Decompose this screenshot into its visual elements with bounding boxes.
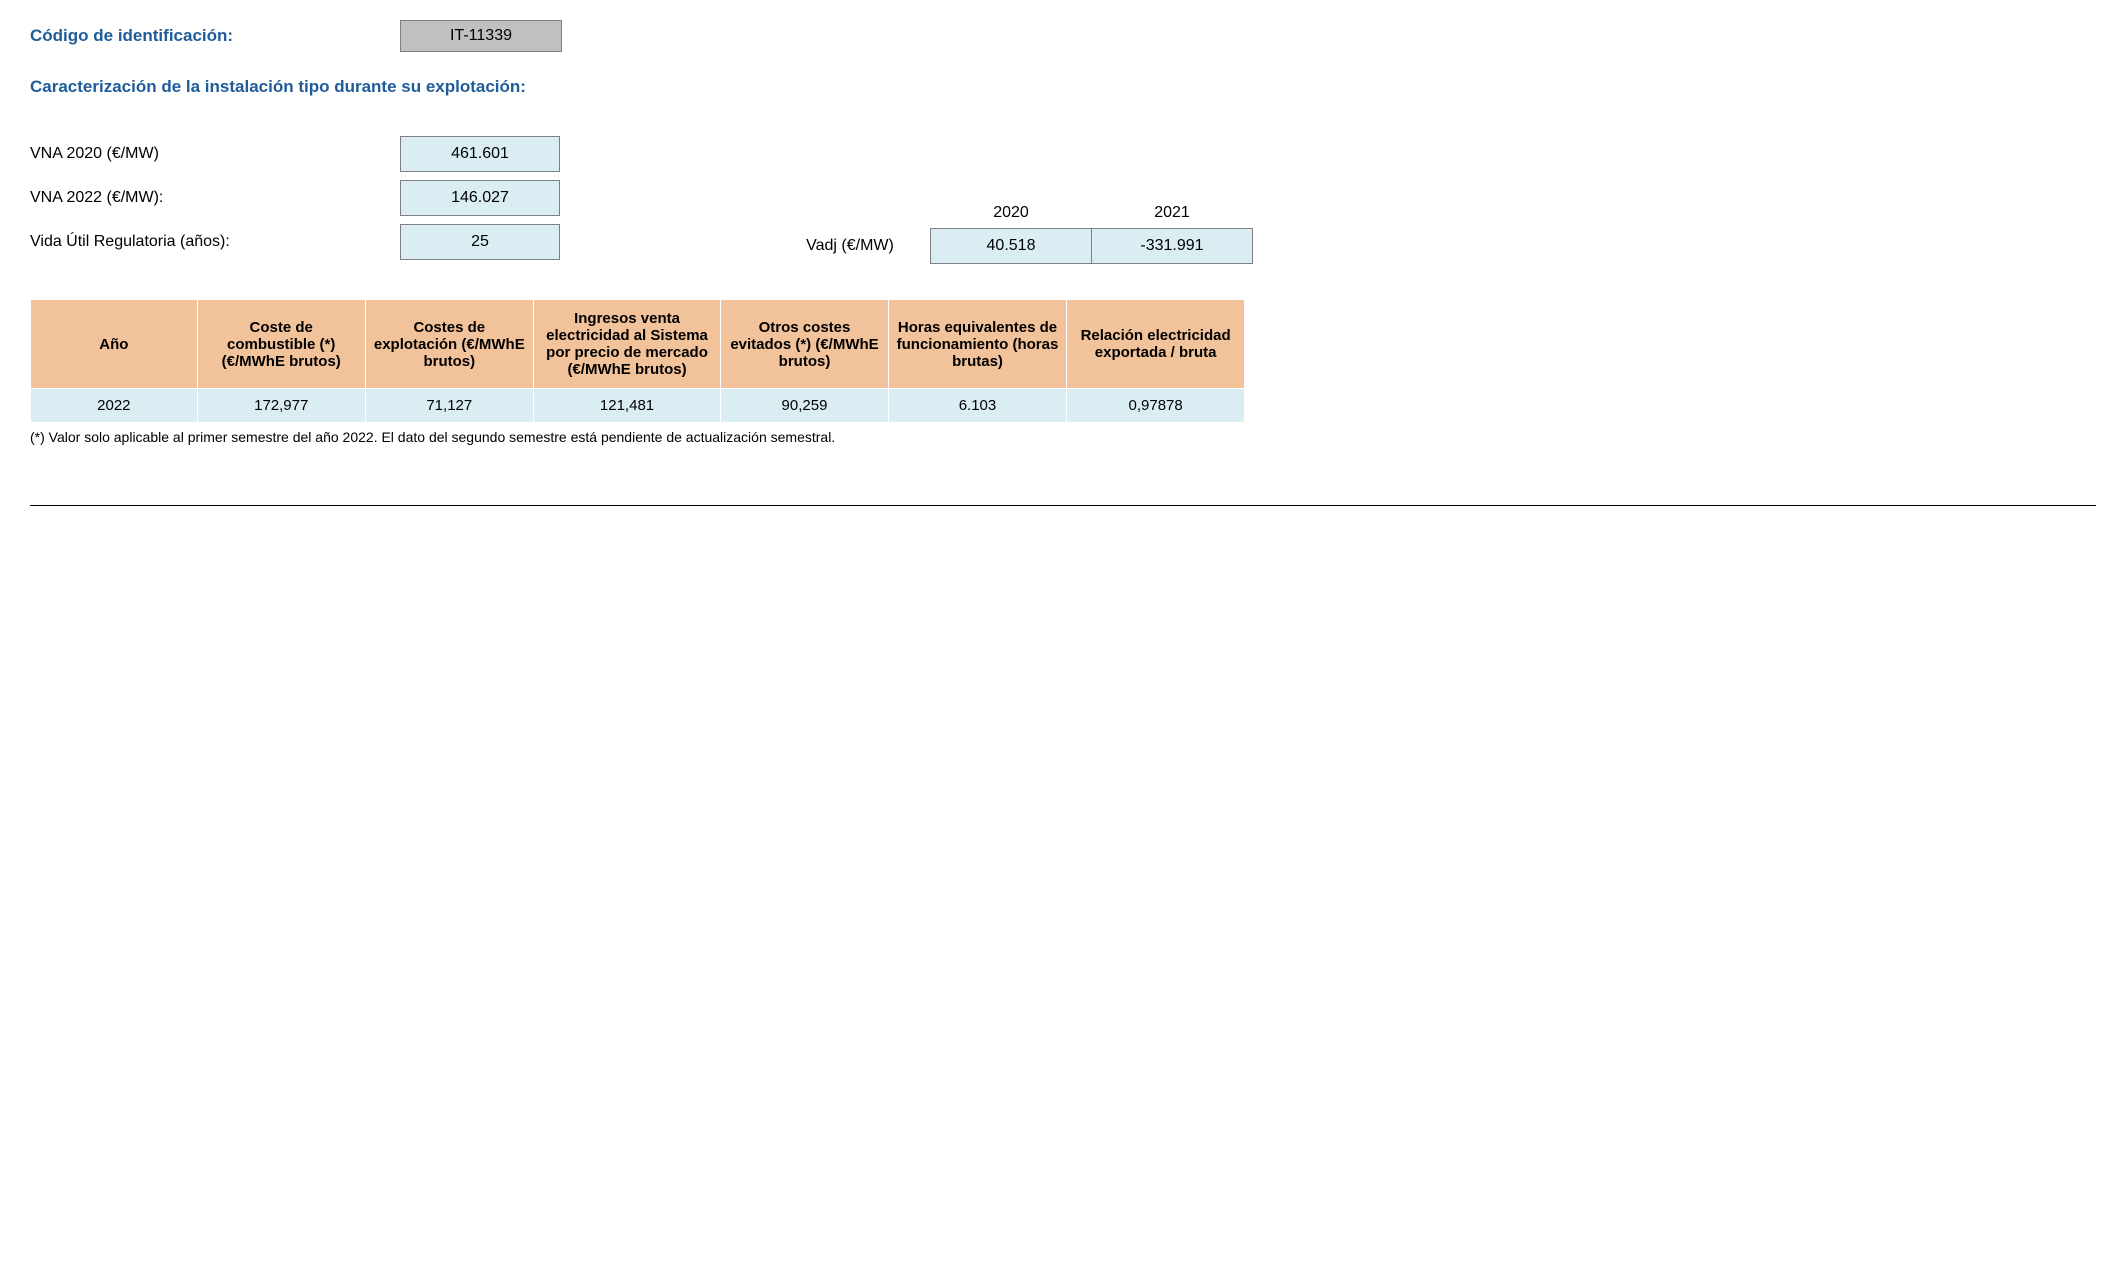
param-row-vna2020: VNA 2020 (€/MW) 461.601	[30, 132, 560, 176]
td-0: 2022	[31, 389, 198, 423]
params-area: VNA 2020 (€/MW) 461.601 VNA 2022 (€/MW):…	[30, 132, 2096, 264]
vadj-val2: -331.991	[1092, 229, 1253, 264]
main-table: Año Coste de combustible (*) (€/MWhE bru…	[30, 299, 1245, 423]
header-row: Código de identificación: IT-11339	[30, 20, 2096, 52]
param-row-vna2022: VNA 2022 (€/MW): 146.027	[30, 176, 560, 220]
td-1: 172,977	[197, 389, 365, 423]
table-row: 2022 172,977 71,127 121,481 90,259 6.103…	[31, 389, 1245, 423]
vida-label: Vida Útil Regulatoria (años):	[30, 233, 400, 251]
table-header-row: Año Coste de combustible (*) (€/MWhE bru…	[31, 300, 1245, 389]
id-label: Código de identificación:	[30, 26, 400, 46]
footnote: (*) Valor solo aplicable al primer semes…	[30, 429, 2096, 445]
th-3: Ingresos venta electricidad al Sistema p…	[533, 300, 720, 389]
td-2: 71,127	[365, 389, 533, 423]
params-left: VNA 2020 (€/MW) 461.601 VNA 2022 (€/MW):…	[30, 132, 560, 264]
separator-line	[30, 505, 2096, 506]
vadj-year2: 2021	[1092, 198, 1253, 229]
vna2020-label: VNA 2020 (€/MW)	[30, 145, 400, 163]
vna2020-value: 461.601	[400, 136, 560, 172]
vadj-label: Vadj (€/MW)	[770, 229, 931, 264]
th-4: Otros costes evitados (*) (€/MWhE brutos…	[721, 300, 888, 389]
section-title: Caracterización de la instalación tipo d…	[30, 77, 2096, 97]
vadj-value-row: Vadj (€/MW) 40.518 -331.991	[770, 229, 1253, 264]
th-0: Año	[31, 300, 198, 389]
td-5: 6.103	[888, 389, 1067, 423]
th-6: Relación electricidad exportada / bruta	[1067, 300, 1245, 389]
param-row-vida: Vida Útil Regulatoria (años): 25	[30, 220, 560, 264]
th-1: Coste de combustible (*) (€/MWhE brutos)	[197, 300, 365, 389]
vadj-year1: 2020	[931, 198, 1092, 229]
th-5: Horas equivalentes de funcionamiento (ho…	[888, 300, 1067, 389]
vna2022-label: VNA 2022 (€/MW):	[30, 189, 400, 207]
td-6: 0,97878	[1067, 389, 1245, 423]
vadj-table: 2020 2021 Vadj (€/MW) 40.518 -331.991	[770, 198, 1253, 264]
th-2: Costes de explotación (€/MWhE brutos)	[365, 300, 533, 389]
vadj-header-row: 2020 2021	[770, 198, 1253, 229]
vna2022-value: 146.027	[400, 180, 560, 216]
params-right: 2020 2021 Vadj (€/MW) 40.518 -331.991	[770, 198, 1253, 264]
td-3: 121,481	[533, 389, 720, 423]
td-4: 90,259	[721, 389, 888, 423]
id-value-box: IT-11339	[400, 20, 562, 52]
vadj-val1: 40.518	[931, 229, 1092, 264]
vida-value: 25	[400, 224, 560, 260]
